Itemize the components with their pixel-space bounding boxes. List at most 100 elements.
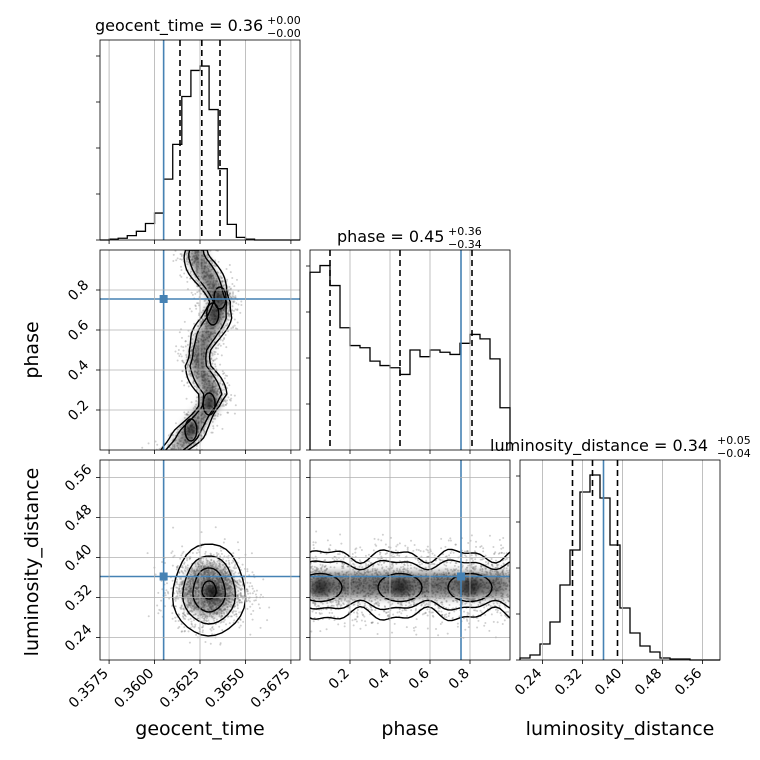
sample-point bbox=[194, 332, 197, 335]
sample-point bbox=[240, 601, 243, 604]
sample-point bbox=[353, 618, 356, 621]
sample-point bbox=[353, 599, 356, 602]
sample-point bbox=[328, 547, 331, 550]
sample-point bbox=[367, 563, 370, 566]
sample-point bbox=[214, 371, 217, 374]
sample-point bbox=[233, 394, 236, 397]
sample-point bbox=[231, 312, 234, 315]
sample-point bbox=[423, 601, 426, 604]
sample-point bbox=[236, 603, 239, 606]
sample-point bbox=[488, 629, 491, 632]
sample-point bbox=[159, 609, 162, 612]
sample-point bbox=[176, 578, 179, 581]
sample-point bbox=[219, 363, 222, 366]
sample-point bbox=[434, 603, 437, 606]
sample-point bbox=[191, 551, 194, 554]
sample-point bbox=[479, 569, 482, 572]
sample-point bbox=[171, 579, 174, 582]
sample-point bbox=[215, 563, 218, 566]
sample-point bbox=[198, 312, 201, 315]
sample-point bbox=[340, 604, 343, 607]
sample-point bbox=[342, 563, 345, 566]
sample-point bbox=[178, 594, 181, 597]
sample-point bbox=[352, 603, 355, 606]
sample-point bbox=[490, 563, 493, 566]
sample-point bbox=[228, 292, 231, 295]
sample-point bbox=[232, 296, 235, 299]
sample-point bbox=[374, 598, 377, 601]
sample-point bbox=[194, 304, 197, 307]
sample-point bbox=[232, 552, 235, 555]
sample-point bbox=[320, 568, 323, 571]
sample-point bbox=[235, 613, 238, 616]
sample-point bbox=[389, 552, 392, 555]
sample-point bbox=[182, 580, 185, 583]
sample-point bbox=[483, 606, 486, 609]
sample-point bbox=[210, 358, 213, 361]
sample-point bbox=[184, 340, 187, 343]
sample-point bbox=[262, 578, 265, 581]
sample-point bbox=[200, 396, 203, 399]
sample-point bbox=[177, 620, 180, 623]
sample-point bbox=[233, 606, 236, 609]
sample-point bbox=[172, 259, 175, 262]
sample-point bbox=[186, 280, 189, 283]
sample-point bbox=[226, 615, 229, 618]
sample-point bbox=[221, 629, 224, 632]
sample-point bbox=[376, 563, 379, 566]
sample-point bbox=[472, 565, 475, 568]
sample-point bbox=[415, 618, 418, 621]
density-shading bbox=[204, 584, 221, 601]
sample-point bbox=[337, 602, 340, 605]
sample-point bbox=[214, 414, 217, 417]
sample-point bbox=[456, 601, 459, 604]
sample-point bbox=[222, 403, 225, 406]
sample-point bbox=[381, 567, 384, 570]
density-cell bbox=[184, 424, 197, 436]
sample-point bbox=[224, 333, 227, 336]
sample-point bbox=[502, 546, 505, 549]
sample-point bbox=[193, 385, 196, 388]
sample-point bbox=[158, 447, 161, 450]
sample-point bbox=[474, 558, 477, 561]
sample-point bbox=[353, 603, 356, 606]
sample-point bbox=[405, 626, 408, 629]
sample-point bbox=[188, 307, 191, 310]
sample-point bbox=[177, 352, 180, 355]
sample-point bbox=[176, 580, 179, 583]
sample-point bbox=[183, 272, 186, 275]
sample-point bbox=[192, 407, 195, 410]
sample-point bbox=[226, 312, 229, 315]
sample-point bbox=[384, 605, 387, 608]
sample-point bbox=[197, 325, 200, 328]
sample-point bbox=[195, 444, 198, 447]
sample-point bbox=[427, 551, 430, 554]
sample-point bbox=[181, 370, 184, 373]
sample-point bbox=[500, 544, 503, 547]
sample-point bbox=[221, 563, 224, 566]
sample-point bbox=[443, 616, 446, 619]
sample-point bbox=[457, 565, 460, 568]
sample-point bbox=[194, 292, 197, 295]
sample-point bbox=[440, 610, 443, 613]
histogram-bin bbox=[390, 368, 400, 450]
sample-point bbox=[157, 612, 160, 615]
sample-point bbox=[342, 565, 345, 568]
sample-point bbox=[180, 355, 183, 358]
sample-point bbox=[447, 614, 450, 617]
sample-point bbox=[186, 276, 189, 279]
sample-point bbox=[225, 403, 228, 406]
sample-point bbox=[179, 581, 182, 584]
sample-point bbox=[204, 641, 207, 644]
sample-point bbox=[461, 601, 464, 604]
sample-point bbox=[471, 567, 474, 570]
sample-point bbox=[245, 588, 248, 591]
sample-point bbox=[191, 567, 194, 570]
sample-point bbox=[251, 603, 254, 606]
sample-point bbox=[194, 441, 197, 444]
sample-point bbox=[236, 308, 239, 311]
sample-point bbox=[432, 615, 435, 618]
sample-point bbox=[258, 607, 261, 610]
sample-point bbox=[194, 305, 197, 308]
